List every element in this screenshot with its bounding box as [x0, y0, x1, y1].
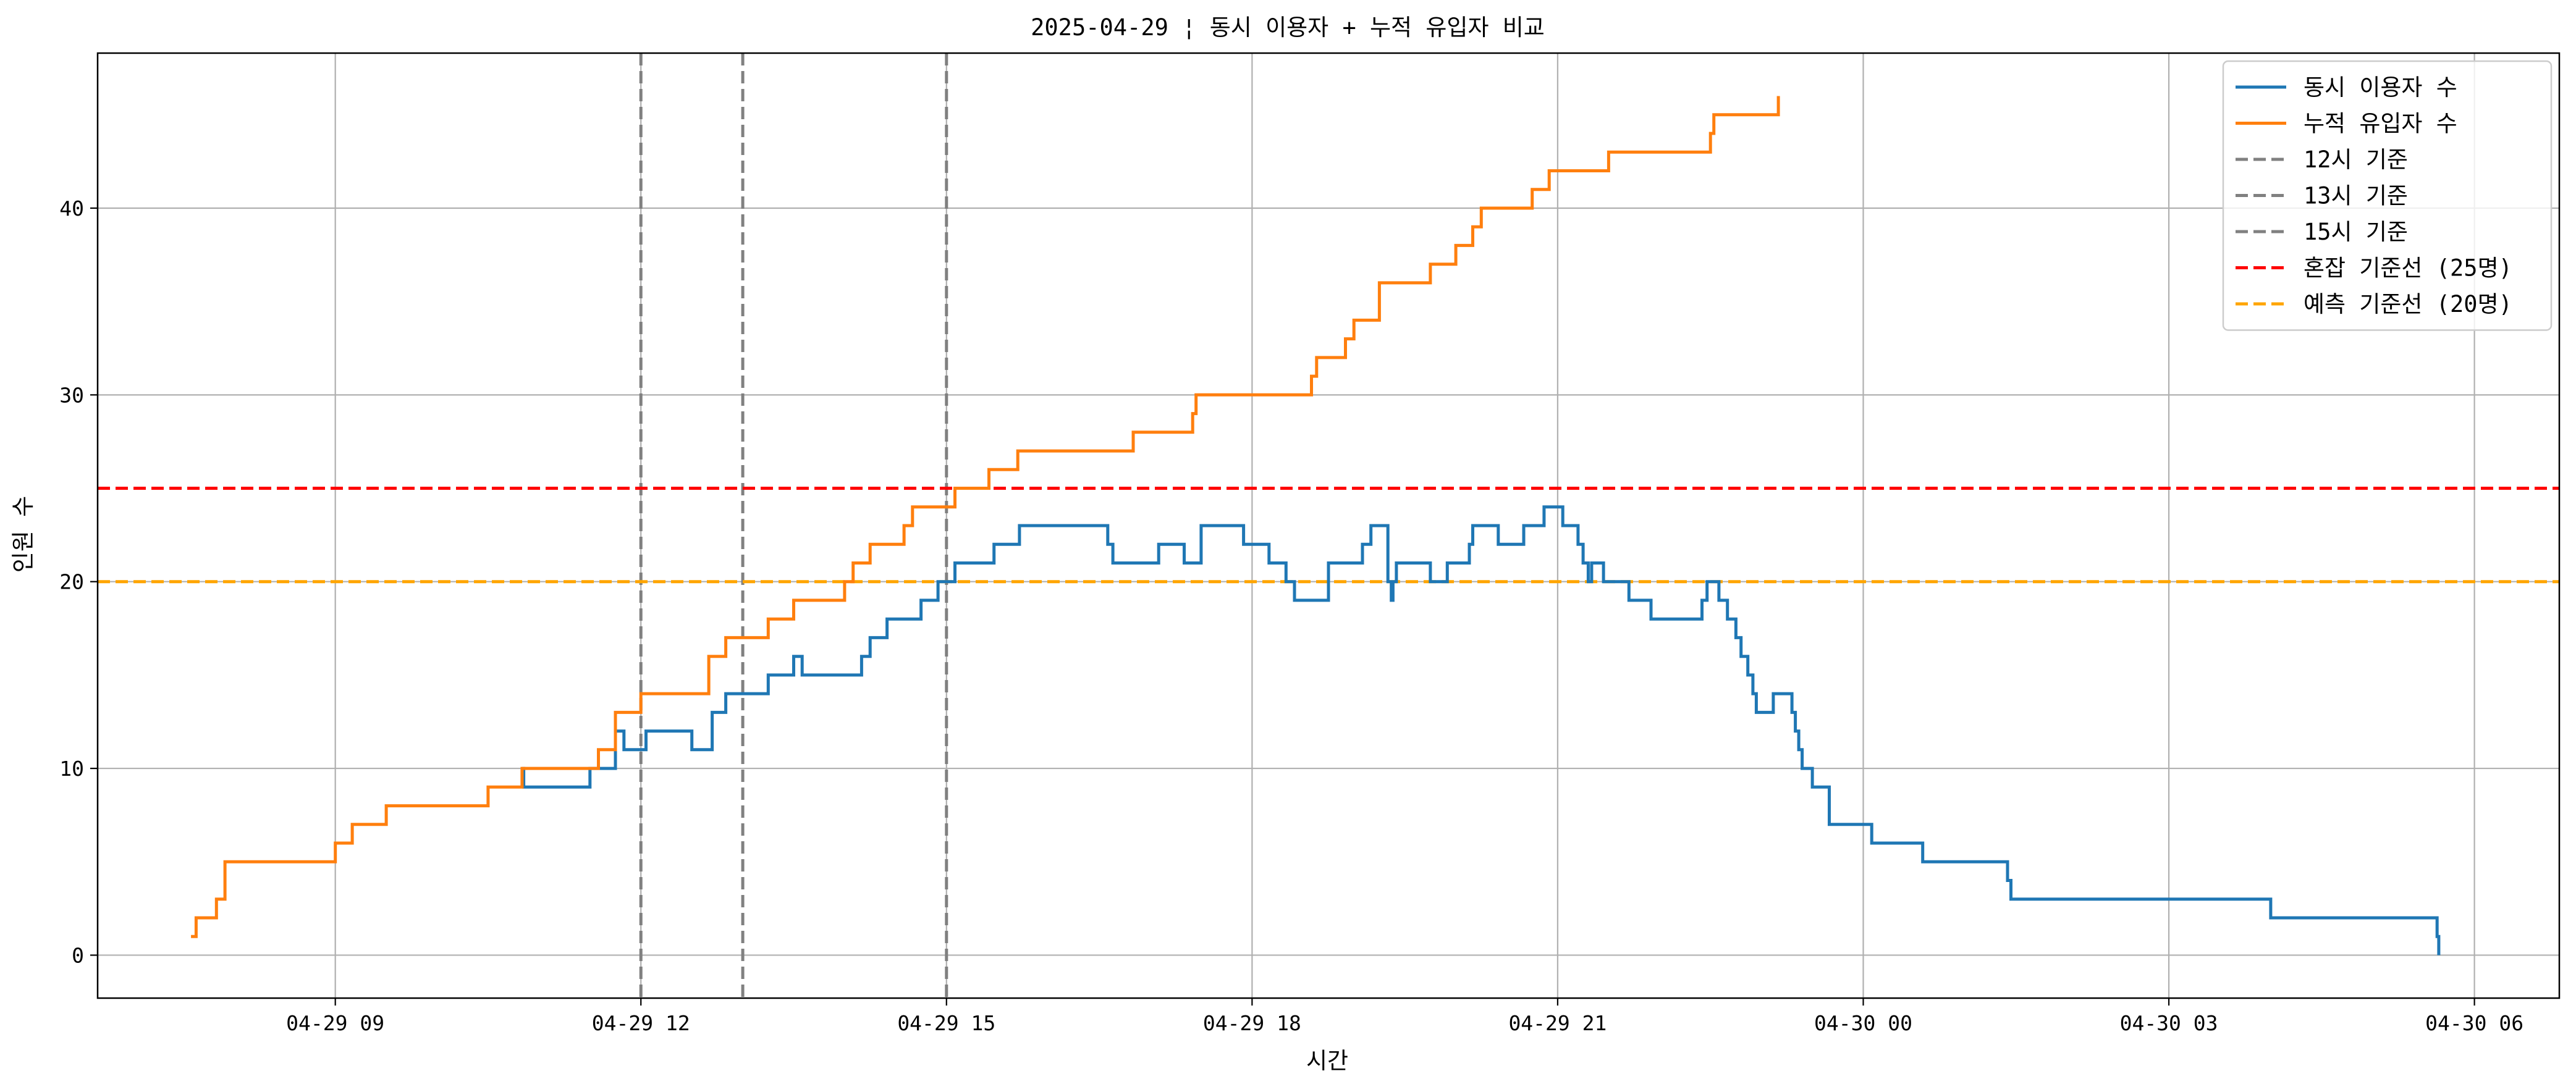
- y-tick-label: 0: [72, 943, 84, 967]
- legend-entry-label: 15시 기준: [2304, 219, 2408, 245]
- grid: [98, 53, 2559, 998]
- y-tick-label: 40: [59, 196, 84, 220]
- legend-entry-label: 누적 유입자 수: [2304, 111, 2457, 137]
- legend-entry-label: 동시 이용자 수: [2304, 74, 2457, 101]
- y-tick-label: 30: [59, 383, 84, 407]
- legend-entry-label: 12시 기준: [2304, 146, 2408, 173]
- y-axis-ticks: 0 10 20 30 40: [59, 196, 98, 967]
- series-line: [191, 96, 1780, 938]
- x-axis-ticks: 04-29 09 04-29 12 04-29 15 04-29 18 04-29 21…: [286, 998, 2523, 1035]
- x-tick-label: 04-29 12: [592, 1011, 690, 1035]
- x-tick-label: 04-30 00: [1814, 1011, 1912, 1035]
- legend-entry-label: 예측 기준선 (20명): [2304, 291, 2512, 317]
- reference-lines: [98, 53, 2559, 998]
- series-line: [522, 505, 2441, 956]
- y-axis-label: 인원 수: [10, 496, 36, 573]
- x-tick-label: 04-29 15: [897, 1011, 995, 1035]
- plot-frame: [96, 52, 2561, 999]
- x-axis-label: 시간: [1306, 1048, 1348, 1074]
- legend-entry-label: 혼잡 기준선 (25명): [2304, 255, 2512, 282]
- chart-title: 2025-04-29 ¦ 동시 이용자 + 누적 유입자 비교: [1031, 14, 1545, 41]
- y-tick-label: 10: [59, 757, 84, 781]
- legend-entry-label: 13시 기준: [2304, 183, 2408, 209]
- x-tick-label: 04-29 09: [286, 1011, 384, 1035]
- x-tick-label: 04-29 18: [1203, 1011, 1301, 1035]
- legend-box: [2222, 60, 2553, 331]
- x-tick-label: 04-29 21: [1508, 1011, 1607, 1035]
- y-tick-label: 20: [59, 570, 84, 594]
- x-tick-label: 04-30 06: [2425, 1011, 2523, 1035]
- x-tick-label: 04-30 03: [2120, 1011, 2218, 1035]
- series: [191, 96, 2441, 956]
